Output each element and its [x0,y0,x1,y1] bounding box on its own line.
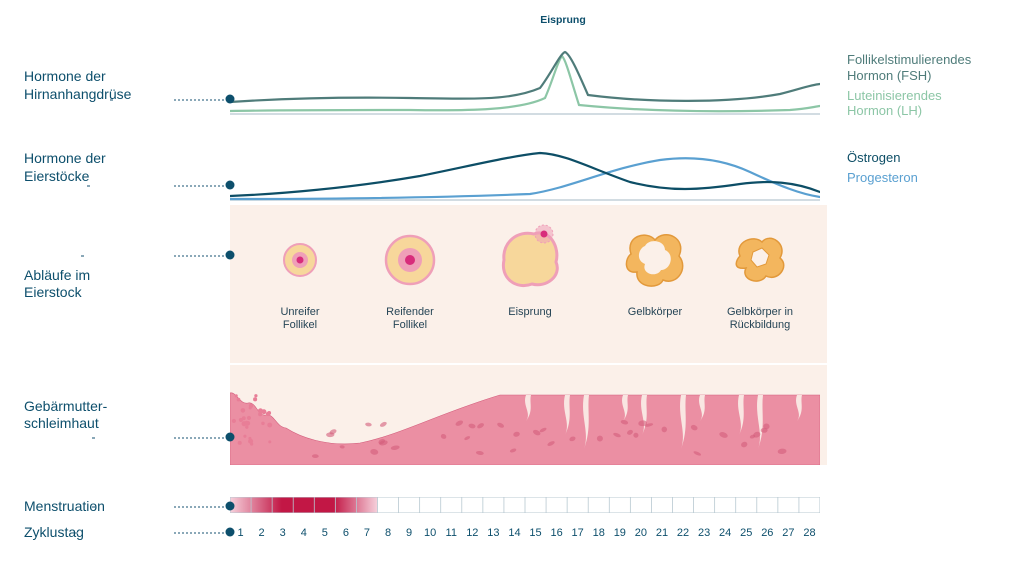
legend-progesterone: Progesteron [847,170,1024,186]
legend-estrogen: Östrogen [847,150,1024,166]
cycle-day-number: 21 [656,527,668,539]
ovary-hormone-row-legend: Östrogen Progesteron [839,140,1024,195]
cycle-day-number: 24 [719,527,731,539]
ovary-hormone-row-chart [230,140,827,195]
cycle-day-number: 9 [406,527,412,539]
endometrium-row-label: Gebärmutter-schleimhaut [0,365,230,465]
pituitary-row-chart [230,48,827,123]
cycle-day-number: 12 [466,527,478,539]
lh-curve [230,56,820,111]
endometrium-diagram [230,365,820,465]
follicle-stage-label: Rückbildung [730,319,791,331]
ovary-events-row-chart: UnreiferFollikelReifenderFollikelEisprun… [230,205,827,363]
cycle-day-number: 19 [614,527,626,539]
cycle-day-number: 6 [343,527,349,539]
follicle-stage-label: Gelbkörper [628,306,683,318]
cycle-day-number: 10 [424,527,436,539]
cycle-day-row: Zyklustag1234567891011121314151617181920… [0,522,1024,544]
cycle-day-number: 25 [740,527,752,539]
cycle-day-number: 8 [385,527,391,539]
ovary-hormone-row: Hormone derEierstöckeÖstrogenProgesteron [0,140,1024,195]
pituitary-row: Hormone derHirnanhangdrüse Follikelstimul… [0,48,1024,123]
follicle-stage-label: Reifender [386,306,434,318]
cycle-day-number: 4 [301,527,307,539]
cycle-day-number: 1 [237,527,243,539]
menstruation-row-chart [230,497,827,517]
cycle-day-number: 7 [364,527,370,539]
progesterone-curve [230,158,820,199]
pituitary-row-label: Hormone derHirnanhangdrüse [0,48,230,123]
follicle-diagram: UnreiferFollikelReifenderFollikelEisprun… [230,205,820,363]
cycle-day-number: 2 [259,527,265,539]
follicle-stage-label: Follikel [393,319,427,331]
menstruation-bar [230,497,820,513]
legend-fsh: FollikelstimulierendesHormon (FSH) [847,52,1024,83]
endometrium-row: Gebärmutter-schleimhaut [0,365,1024,465]
cycle-day-number: 28 [803,527,815,539]
endometrium-row-chart [230,365,827,465]
cycle-day-number: 15 [529,527,541,539]
cycle-day-number: 13 [487,527,499,539]
ovary-events-row-label: Abläufe imEierstock [0,205,230,363]
cycle-day-number: 23 [698,527,710,539]
cycle-day-row-legend [839,522,1024,544]
cycle-day-axis: 1234567891011121314151617181920212223242… [230,522,820,544]
pituitary-row-legend: FollikelstimulierendesHormon (FSH) Lutein… [839,48,1024,123]
follicle-stage-label: Unreifer [280,306,319,318]
ovary-events-row-legend [839,205,1024,363]
follicle-stage-label: Gelbkörper in [727,306,793,318]
menstruation-row-legend [839,497,1024,517]
follicle-stage-label: Eisprung [508,306,551,318]
follicle-stage-label: Follikel [283,319,317,331]
cycle-day-number: 11 [446,527,457,539]
cycle-day-number: 20 [635,527,647,539]
cycle-day-row-chart: 1234567891011121314151617181920212223242… [230,522,827,544]
ovary-events-row: Abläufe imEierstockUnreiferFollikelReife… [0,205,1024,363]
cycle-day-number: 17 [572,527,584,539]
endometrium-row-legend [839,365,1024,465]
cycle-day-number: 18 [593,527,605,539]
fsh-curve [230,52,820,102]
cycle-day-number: 16 [550,527,562,539]
cycle-day-number: 14 [508,527,520,539]
ovulation-label: Eisprung [540,14,586,26]
cycle-day-number: 27 [782,527,794,539]
legend-lh: LuteinisierendesHormon (LH) [847,88,1024,119]
estrogen-curve [230,153,820,196]
cycle-day-number: 22 [677,527,689,539]
menstruation-row: Menstruation [0,497,1024,517]
cycle-day-number: 3 [280,527,286,539]
cycle-day-number: 5 [322,527,328,539]
cycle-day-number: 26 [761,527,773,539]
